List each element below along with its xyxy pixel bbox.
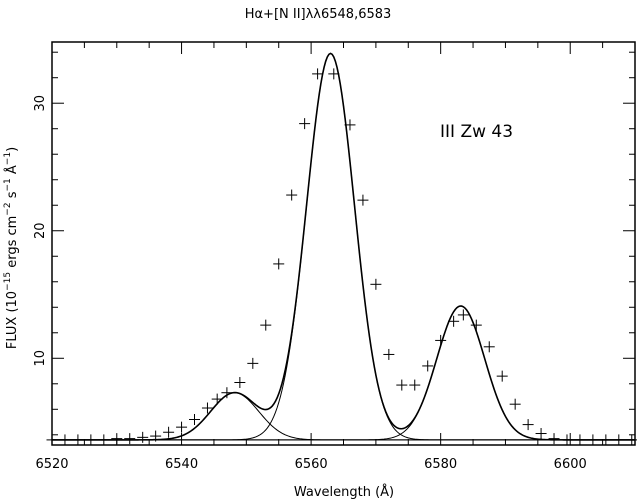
axis-ticks [51,42,636,445]
data-point [98,434,110,446]
data-point [234,377,246,389]
data-point [626,434,637,446]
data-point [396,379,408,391]
data-point [457,309,469,321]
data-point [46,434,58,446]
data-point [176,421,188,433]
data-point [124,433,136,445]
x-axis-label: Wavelength (Å) [294,484,394,500]
object-annotation: III Zw 43 [440,122,513,142]
y-tick-label: 30 [33,95,48,112]
data-point [370,278,382,290]
data-point [273,258,285,270]
data-point [509,398,521,410]
y-axis-label: FLUX (10−15 ergs cm−2 s−1 Å−1) [3,147,20,349]
data-point [383,348,395,360]
data-point [72,434,84,446]
data-point [483,341,495,353]
x-tick-labels: 6520 6540 6560 6580 6600 [35,457,586,472]
data-point [357,194,369,206]
data-point [344,119,356,131]
data-point [522,419,534,431]
chart-title: Hα+[N II]λλ6548,6583 [245,7,392,22]
data-point [201,402,213,414]
data-point [111,433,123,445]
y-tick-labels: 10 20 30 [33,95,48,367]
data-point [59,434,71,446]
data-point [561,434,573,446]
data-point [574,434,586,446]
data-point [422,360,434,372]
data-point [470,319,482,331]
x-tick-label: 6560 [295,457,328,472]
data-point [328,68,340,80]
data-point [435,334,447,346]
data-point [613,434,625,446]
x-tick-label: 6520 [35,457,68,472]
data-point [312,68,324,80]
observed-points [46,68,637,446]
data-point [221,387,233,399]
fit-curves [52,52,635,441]
y-tick-label: 20 [33,222,48,239]
data-point [548,433,560,445]
gaussian-component [52,392,635,441]
data-point [448,315,460,327]
data-point [150,430,162,442]
data-point [260,319,272,331]
gaussian-component [52,305,635,441]
x-tick-label: 6600 [554,457,587,472]
total-fit-curve [52,52,635,441]
data-point [137,431,149,443]
data-point [85,434,97,446]
data-point [299,118,311,130]
data-point [600,434,612,446]
data-point [211,393,223,405]
data-point [587,434,599,446]
x-tick-label: 6540 [165,457,198,472]
data-point [247,357,259,369]
data-point [409,379,421,391]
data-point [163,426,175,438]
y-tick-label: 10 [33,350,48,367]
x-tick-label: 6580 [424,457,457,472]
data-point [535,428,547,440]
data-point [189,413,201,425]
data-point [496,370,508,382]
data-point [286,189,298,201]
